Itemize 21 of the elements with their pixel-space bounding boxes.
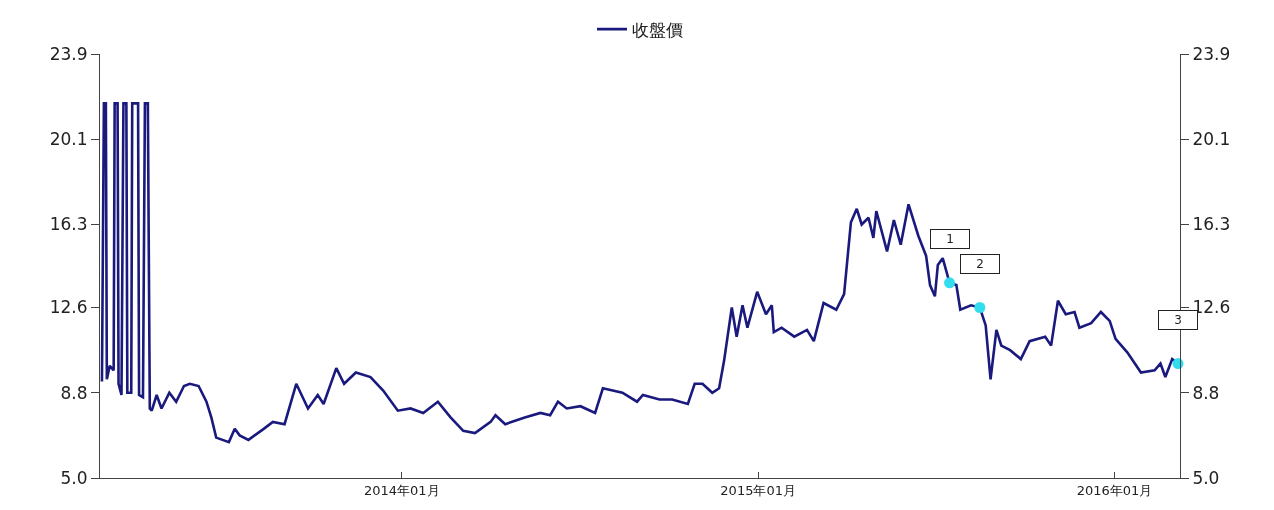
y2-tick-label: 8.8 bbox=[1192, 382, 1220, 403]
y-tick-label: 5.0 bbox=[60, 467, 88, 488]
y2-tick-label: 5.0 bbox=[1192, 467, 1220, 488]
y2-tick-label: 23.9 bbox=[1192, 43, 1231, 64]
annotation: 3 bbox=[1174, 313, 1182, 327]
annotation: 1 bbox=[946, 232, 954, 246]
y2-tick-label: 20.1 bbox=[1192, 129, 1231, 150]
x-tick-label: 2015年01月 bbox=[720, 482, 796, 498]
x-tick-label: 2016年01月 bbox=[1076, 482, 1153, 498]
y-tick-label: 20.1 bbox=[49, 129, 88, 150]
point bbox=[974, 302, 986, 313]
y2-tick-label: 16.3 bbox=[1192, 214, 1231, 235]
x-tick-label: 2014年01月 bbox=[363, 482, 440, 498]
point bbox=[944, 277, 956, 289]
y2-tick-label: 12.6 bbox=[1192, 297, 1231, 318]
legend-label: 收盤價 bbox=[632, 19, 683, 40]
y-tick-label: 16.3 bbox=[49, 214, 88, 235]
y-tick-label: 12.6 bbox=[49, 297, 88, 318]
y-tick-label: 23.9 bbox=[49, 43, 88, 64]
annotation: 2 bbox=[976, 257, 984, 271]
y-tick-label: 8.8 bbox=[60, 382, 88, 403]
